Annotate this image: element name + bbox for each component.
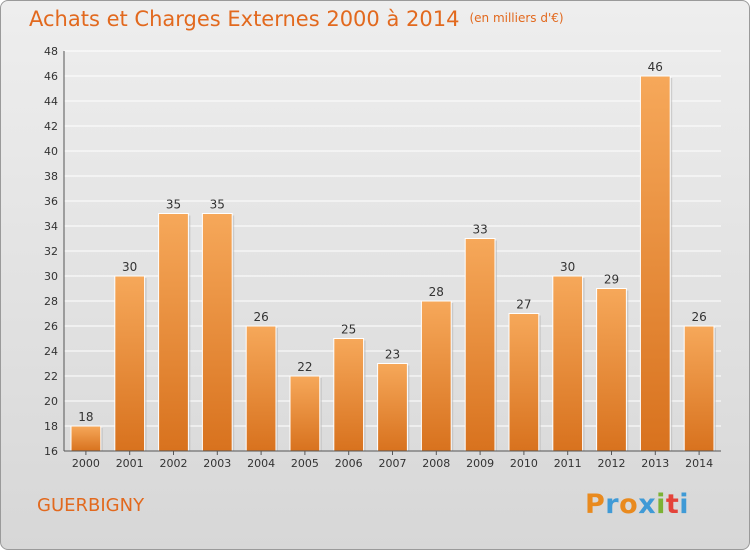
bar-2014 — [683, 325, 715, 452]
y-tick-label: 42 — [44, 120, 58, 133]
x-tick-label: 2005 — [291, 457, 319, 470]
data-label-2009: 33 — [472, 223, 487, 237]
data-label-2011: 30 — [560, 260, 575, 274]
data-label-2005: 22 — [297, 360, 312, 374]
bar-2012 — [596, 288, 627, 452]
y-tick-label: 20 — [44, 395, 58, 408]
x-tick-label: 2003 — [203, 457, 231, 470]
y-tick-label: 26 — [44, 320, 58, 333]
data-label-2000: 18 — [78, 410, 93, 424]
data-label-2002: 35 — [166, 198, 181, 212]
logo-letter: r — [605, 489, 620, 520]
x-tick-label: 2007 — [379, 457, 407, 470]
x-tick-label: 2011 — [554, 457, 582, 470]
bar-2010 — [508, 313, 540, 452]
x-tick-label: 2004 — [247, 457, 275, 470]
x-tick-label: 2014 — [685, 457, 713, 470]
bar-2002 — [158, 213, 189, 452]
bar-2006 — [333, 338, 365, 452]
bar-2004 — [245, 325, 277, 452]
logo-letter: i — [679, 489, 690, 520]
logo-letter: x — [638, 489, 657, 520]
bar-2009 — [464, 238, 496, 452]
bar-2003 — [201, 213, 233, 452]
data-label-2007: 23 — [385, 348, 400, 362]
y-tick-label: 30 — [44, 270, 58, 283]
data-label-2003: 35 — [210, 198, 225, 212]
x-tick-label: 2006 — [335, 457, 363, 470]
y-tick-label: 16 — [44, 445, 58, 458]
data-label-2004: 26 — [253, 310, 268, 324]
commune-name: GUERBIGNY — [37, 495, 145, 516]
x-tick-label: 2012 — [598, 457, 626, 470]
bar-2013 — [639, 75, 671, 452]
data-label-2001: 30 — [122, 260, 137, 274]
y-tick-label: 32 — [44, 245, 58, 258]
logo-letter: o — [619, 489, 639, 520]
y-tick-label: 18 — [44, 420, 58, 433]
y-tick-label: 44 — [44, 95, 58, 108]
y-tick-label: 46 — [44, 70, 58, 83]
chart-title: Achats et Charges Externes 2000 à 2014 (e… — [29, 7, 564, 31]
y-tick-label: 38 — [44, 170, 58, 183]
data-label-2008: 28 — [429, 285, 444, 299]
x-tick-label: 2010 — [510, 457, 538, 470]
data-label-2010: 27 — [516, 298, 531, 312]
x-tick-label: 2001 — [116, 457, 144, 470]
chart-unit: (en milliers d'€) — [469, 11, 564, 25]
y-tick-label: 22 — [44, 370, 58, 383]
y-tick-label: 28 — [44, 295, 58, 308]
logo-letter: i — [656, 489, 666, 520]
y-tick-label: 48 — [44, 45, 58, 58]
x-tick-label: 2009 — [466, 457, 494, 470]
bar-2007 — [377, 363, 408, 452]
bar-2000 — [70, 425, 102, 452]
axes: 16 18 20 22 24 26 28 30 32 34 36 38 40 42 44 46 48 2000 20… — [44, 45, 721, 470]
y-tick-label: 40 — [44, 145, 58, 158]
y-tick-label: 34 — [44, 220, 58, 233]
y-tick-label: 36 — [44, 195, 58, 208]
x-tick-label: 2002 — [160, 457, 188, 470]
x-tick-label: 2013 — [641, 457, 669, 470]
y-tick-label: 24 — [44, 345, 58, 358]
x-tick-label: 2008 — [422, 457, 450, 470]
chart-title-text: Achats et Charges Externes 2000 à 2014 — [29, 7, 460, 31]
logo-letter: P — [585, 489, 606, 520]
bar-2008 — [420, 300, 452, 452]
bars: 18 30 35 35 26 22 25 23 28 33 27 30 29 46 26 — [70, 60, 716, 452]
data-label-2012: 29 — [604, 273, 619, 287]
bar-2005 — [289, 375, 321, 452]
data-label-2014: 26 — [691, 310, 706, 324]
logo-letter: t — [665, 489, 680, 520]
x-tick-label: 2000 — [72, 457, 100, 470]
data-label-2006: 25 — [341, 323, 356, 337]
proxiti-logo: Proxiti — [585, 489, 689, 520]
bar-2001 — [114, 275, 146, 452]
bar-2011 — [552, 275, 584, 452]
data-label-2013: 46 — [648, 60, 663, 74]
